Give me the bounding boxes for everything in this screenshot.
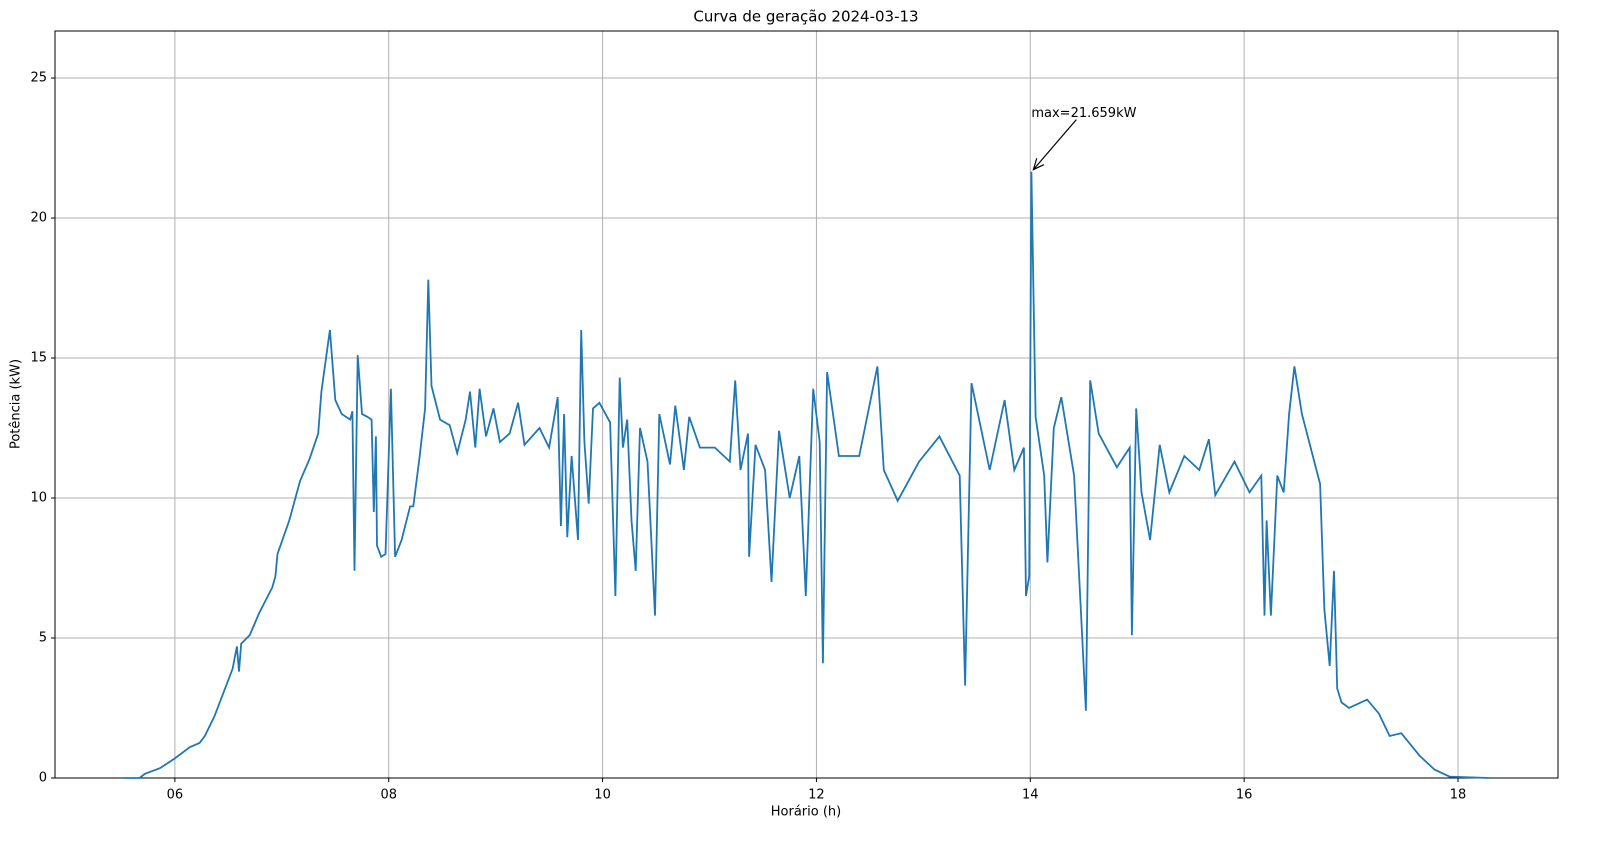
y-tick-label: 15 xyxy=(30,351,47,366)
annotation: max=21.659kW xyxy=(1031,106,1136,121)
x-tick-label: 14 xyxy=(1022,788,1039,803)
x-tick-label: 16 xyxy=(1236,788,1253,803)
x-tick-label: 12 xyxy=(808,788,825,803)
y-tick-label: 5 xyxy=(39,631,47,646)
x-tick-label: 08 xyxy=(380,788,397,803)
y-tick-label: 10 xyxy=(30,491,47,506)
x-tick-label: 18 xyxy=(1450,788,1467,803)
plot-frame xyxy=(54,30,1559,779)
y-tick-label: 25 xyxy=(30,71,47,86)
x-axis-label: Horário (h) xyxy=(771,805,841,820)
y-tick-label: 20 xyxy=(30,211,47,226)
y-axis-label: Potência (kW) xyxy=(9,359,24,449)
x-tick-label: 06 xyxy=(167,788,184,803)
y-tick-label: 0 xyxy=(39,771,47,786)
line-series xyxy=(123,171,1490,779)
annotation-arrow xyxy=(1033,119,1077,170)
x-tick-label: 10 xyxy=(594,788,611,803)
chart-title: Curva de geração 2024-03-13 xyxy=(693,8,918,26)
